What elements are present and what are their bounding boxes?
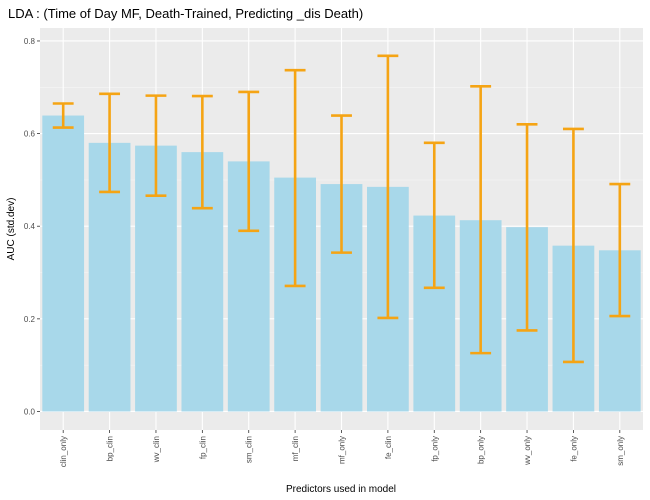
error-bar-fe_clin — [377, 54, 399, 320]
error-bar-fe_only — [562, 127, 584, 364]
x-tick-label-mf_only: mf_only — [338, 436, 347, 464]
error-bar-mf_clin — [284, 68, 306, 288]
error-bar-fp_clin — [191, 94, 213, 210]
error-bars — [52, 54, 631, 364]
error-bar-sm_clin — [238, 90, 260, 233]
x-tick-label-sm_clin: sm_clin — [245, 436, 254, 463]
x-tick-label-bp_only: bp_only — [477, 436, 486, 464]
x-tick-label-fe_only: fe_only — [569, 436, 578, 462]
y-tick-label: 0.4 — [24, 222, 36, 231]
x-tick-label-fe_clin: fe_clin — [384, 436, 393, 459]
y-tick-label: 0.2 — [24, 315, 36, 324]
error-bar-fp_only — [423, 141, 445, 290]
y-tick-label: 0.8 — [24, 37, 36, 46]
x-tick-label-wv_only: wv_only — [523, 436, 532, 466]
y-axis: 0.0 0.2 0.4 0.6 0.8 — [24, 37, 40, 416]
error-bar-clin_only — [52, 102, 74, 129]
y-tick-label: 0.0 — [24, 407, 36, 416]
x-tick-label-bp_clin: bp_clin — [106, 436, 115, 461]
x-tick-label-fp_only: fp_only — [430, 436, 439, 462]
x-axis: clin_only bp_clin wv_clin fp_clin sm_clin mf_… — [59, 430, 625, 467]
x-tick-label-mf_clin: mf_clin — [291, 436, 300, 461]
x-tick-label-sm_only: sm_only — [616, 436, 625, 466]
error-bar-bp_only — [470, 85, 492, 355]
x-axis-title: Predictors used in model — [286, 484, 396, 495]
y-tick-label: 0.6 — [24, 130, 36, 139]
x-tick-label-fp_clin: fp_clin — [198, 436, 207, 459]
error-bar-wv_clin — [145, 94, 167, 197]
x-tick-label-wv_clin: wv_clin — [152, 436, 161, 463]
x-tick-label-clin_only: clin_only — [59, 436, 68, 467]
bar-clin_only — [42, 115, 85, 412]
error-bar-sm_only — [609, 182, 631, 318]
error-bar-bp_clin — [99, 92, 121, 194]
error-bar-wv_only — [516, 123, 538, 332]
y-axis-title: AUC (std.dev) — [6, 198, 17, 261]
chart-title: LDA : (Time of Day MF, Death-Trained, Pr… — [8, 6, 363, 21]
error-bar-mf_only — [331, 114, 352, 254]
bars — [42, 115, 641, 412]
